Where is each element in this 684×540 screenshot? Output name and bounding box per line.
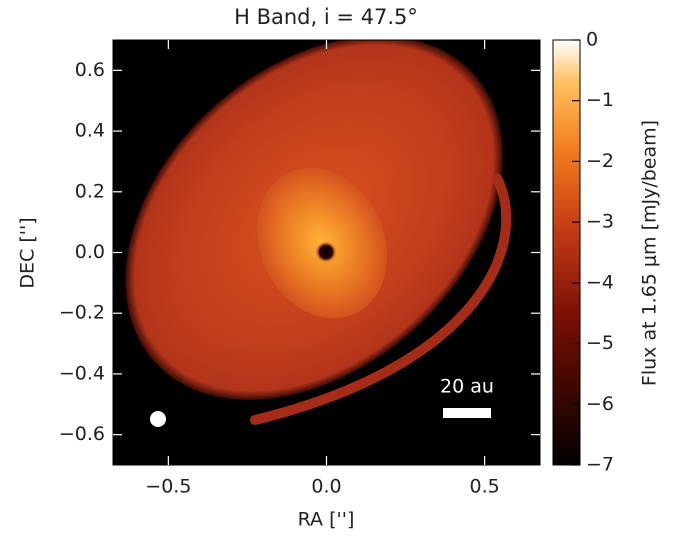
colorbar-tick-label: 0	[586, 29, 598, 51]
y-tick-label: 0.4	[75, 120, 105, 142]
y-tick-label: −0.6	[59, 423, 105, 445]
y-tick-label: 0.2	[75, 180, 105, 202]
colorbar-tick-label: −3	[586, 211, 614, 233]
colorbar-tick-label: −5	[586, 332, 614, 354]
colorbar-tick-label: −2	[586, 150, 614, 172]
x-tick-label: −0.5	[145, 476, 191, 498]
colorbar-tick-label: −1	[586, 89, 614, 111]
y-tick-label: −0.4	[59, 362, 105, 384]
x-axis-label: RA ['']	[298, 509, 355, 531]
colorbar-label: Flux at 1.65 μm [mJy/beam]	[639, 120, 661, 386]
colorbar-tick-label: −7	[586, 454, 614, 476]
chart-title: H Band, i = 47.5°	[234, 5, 418, 29]
y-axis-label: DEC ['']	[17, 217, 39, 288]
image: 20 au	[113, 40, 540, 465]
y-tick-label: 0.6	[75, 59, 105, 81]
y-tick-label: −0.2	[59, 302, 105, 324]
colorbar-tick-label: −4	[586, 271, 614, 293]
beam	[150, 411, 166, 427]
x-tick-label: 0.5	[470, 476, 500, 498]
scale-bar-label: 20 au	[440, 376, 494, 398]
y-tick-label: 0.0	[75, 241, 105, 263]
scale-bar	[443, 408, 491, 418]
outer-arc	[250, 173, 512, 425]
central-cavity	[315, 241, 337, 263]
colorbar	[552, 39, 581, 466]
colorbar-tick-label: −6	[586, 393, 614, 415]
x-tick-label: 0.0	[311, 476, 341, 498]
